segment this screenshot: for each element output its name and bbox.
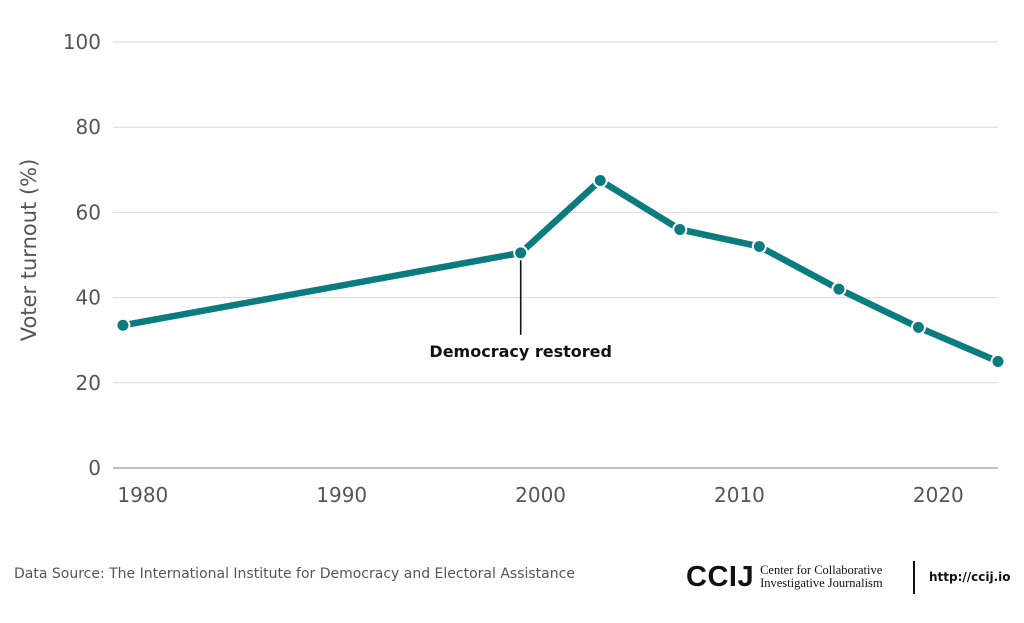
data-point[interactable] <box>115 317 131 333</box>
data-point[interactable] <box>592 172 608 188</box>
data-point[interactable] <box>831 281 847 297</box>
annotation-label: Democracy restored <box>429 342 612 361</box>
grid <box>113 41 998 469</box>
data-point[interactable] <box>672 221 688 237</box>
y-tick-label: 100 <box>63 30 101 54</box>
annotations: Democracy restored <box>429 258 612 361</box>
y-tick-label: 40 <box>76 286 101 310</box>
series-line <box>119 177 1002 365</box>
data-point[interactable] <box>990 354 1006 369</box>
y-tick-label: 60 <box>76 200 101 224</box>
x-tick-label: 1990 <box>316 483 367 507</box>
y-tick-label: 80 <box>76 115 101 139</box>
data-point[interactable] <box>751 238 767 254</box>
logo-line-2: Investigative Journalism <box>760 576 883 590</box>
x-tick-label: 2010 <box>714 483 765 507</box>
logo-mark: CCIJ <box>686 560 755 593</box>
site-url[interactable]: http://ccij.io <box>929 570 1011 584</box>
ccij-logo: CCIJ Center for Collaborative Investigat… <box>686 560 883 594</box>
y-axis-ticks: 0 20 40 60 80 100 <box>63 30 101 480</box>
voter-turnout-chart: 0 20 40 60 80 100 1980 1990 2000 2010 2020 Voter … <box>17 30 1006 507</box>
series <box>115 172 1006 369</box>
data-point[interactable] <box>910 319 926 335</box>
x-tick-label: 2020 <box>913 483 964 507</box>
data-point[interactable] <box>513 245 529 261</box>
x-tick-label: 2000 <box>515 483 566 507</box>
y-tick-label: 0 <box>88 456 101 480</box>
logo-line-1: Center for Collaborative <box>760 562 883 577</box>
data-source: Data Source: The International Institute… <box>14 566 575 582</box>
logo-text: Center for Collaborative Investigative J… <box>760 562 883 590</box>
logo-divider <box>913 561 915 594</box>
x-tick-label: 1980 <box>117 483 168 507</box>
y-tick-label: 20 <box>76 371 101 395</box>
x-axis-ticks: 1980 1990 2000 2010 2020 <box>117 483 963 507</box>
y-axis-title: Voter turnout (%) <box>17 159 41 342</box>
